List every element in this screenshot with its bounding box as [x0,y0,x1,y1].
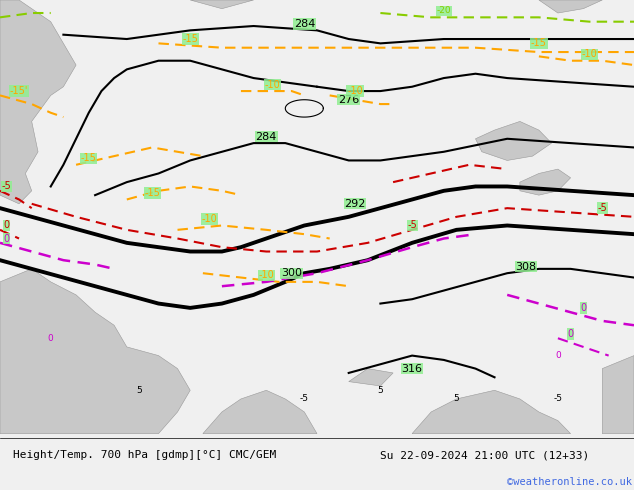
Text: 0: 0 [567,329,574,339]
Text: -10: -10 [347,86,363,96]
Text: 276: 276 [338,95,359,105]
Text: -10: -10 [202,214,217,224]
Text: 284: 284 [256,132,277,142]
Text: 5: 5 [377,386,384,395]
Text: 5: 5 [136,386,143,395]
Polygon shape [602,356,634,434]
Text: -5: -5 [597,203,607,213]
Text: 292: 292 [344,199,366,209]
Polygon shape [520,169,571,195]
Polygon shape [0,269,190,434]
Text: -5: -5 [1,181,11,192]
Text: -5: -5 [407,220,417,230]
Text: -15: -15 [182,34,198,44]
Polygon shape [190,0,254,9]
Polygon shape [203,390,317,434]
Text: -15: -15 [81,153,97,163]
Text: -10: -10 [582,49,597,59]
Text: 0: 0 [48,334,54,343]
Text: 0: 0 [3,220,10,230]
Text: -20: -20 [436,6,451,15]
Text: -15': -15' [10,86,28,96]
Text: 300: 300 [281,268,302,278]
Text: -5: -5 [553,394,562,403]
Polygon shape [0,0,76,204]
Text: -5: -5 [300,394,309,403]
Polygon shape [349,368,393,386]
Text: 308: 308 [515,262,537,271]
Polygon shape [476,122,552,160]
Text: ©weatheronline.co.uk: ©weatheronline.co.uk [507,477,632,487]
Text: 0: 0 [555,351,561,360]
Text: 0: 0 [3,234,10,244]
Text: -10: -10 [265,79,280,90]
Text: Su 22-09-2024 21:00 UTC (12+33): Su 22-09-2024 21:00 UTC (12+33) [380,450,590,460]
Text: Height/Temp. 700 hPa [gdmp][°C] CMC/GEM: Height/Temp. 700 hPa [gdmp][°C] CMC/GEM [13,450,276,460]
Text: -10: -10 [259,270,274,280]
Text: 284: 284 [294,19,315,29]
Text: -15: -15 [531,38,547,49]
Text: -15: -15 [144,188,160,198]
Text: 5: 5 [453,394,460,403]
Text: 316: 316 [401,364,423,373]
Polygon shape [412,390,571,434]
Polygon shape [539,0,602,13]
Text: 0: 0 [580,303,586,313]
